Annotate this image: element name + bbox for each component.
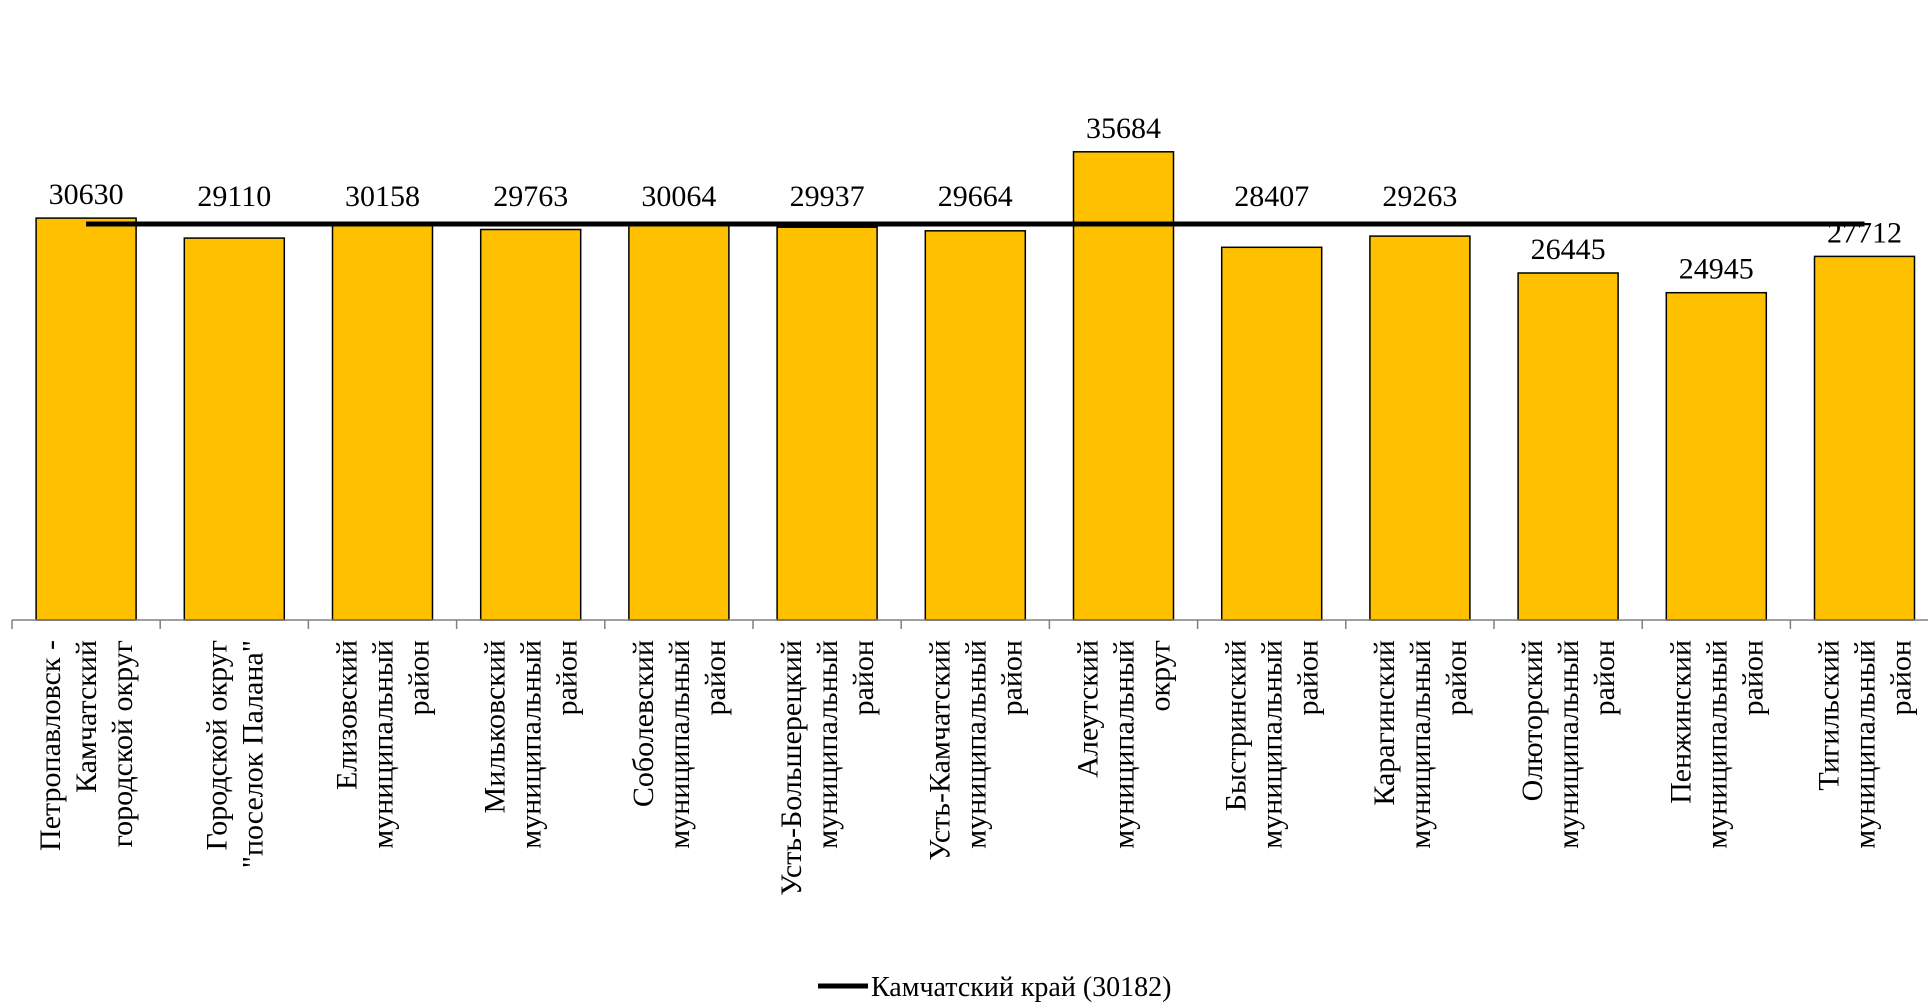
category-label-line: Камчатский xyxy=(70,640,103,793)
bar-4 xyxy=(628,224,730,621)
data-labels: 30630 29110 30158 29763 30064 29937 29664 35684… xyxy=(49,112,1902,286)
bar-12 xyxy=(1813,255,1916,621)
data-label-2: 30158 xyxy=(345,180,420,213)
category-label-0: Петропавловск - Камчатский городской округ xyxy=(34,640,139,851)
category-label-7: Алеутский муниципальный округ xyxy=(1072,640,1177,849)
bar-11 xyxy=(1665,291,1768,621)
data-label-10: 26445 xyxy=(1531,233,1606,266)
category-axis xyxy=(11,619,1928,629)
category-label-line: Соболевский xyxy=(627,640,660,807)
bar-10 xyxy=(1517,272,1619,621)
category-label-line: Быстринский xyxy=(1220,640,1253,811)
category-labels: Петропавловск - Камчатский городской округ… xyxy=(34,640,1917,896)
bar-5 xyxy=(776,226,878,621)
data-label-3: 29763 xyxy=(493,180,568,213)
category-label-line: Елизовский xyxy=(331,640,364,790)
category-label-line: район xyxy=(1736,640,1769,715)
category-label-line: Пенжинский xyxy=(1664,640,1697,804)
bar-7 xyxy=(1072,151,1175,621)
category-label-line: муниципальный xyxy=(1404,640,1437,849)
category-label-line: "поселок Палана" xyxy=(236,640,269,868)
category-label-line: район xyxy=(995,640,1028,715)
data-label-5: 29937 xyxy=(790,180,865,213)
category-label-line: Городской округ xyxy=(200,640,233,851)
category-label-line: муниципальный xyxy=(1849,640,1882,849)
category-label-line: район xyxy=(403,640,436,715)
category-label-line: муниципальный xyxy=(1552,640,1585,849)
category-label-line: район xyxy=(1292,640,1325,715)
bar-6 xyxy=(924,230,1027,621)
legend: Камчатский край (30182) xyxy=(818,972,1171,1003)
bar-1 xyxy=(183,237,286,621)
data-label-0: 30630 xyxy=(49,178,124,211)
bar-3 xyxy=(479,228,582,621)
category-label-line: Алеутский xyxy=(1072,640,1105,778)
category-label-6: Усть-Камчатский муниципальный район xyxy=(923,640,1028,861)
category-label-line: муниципальный xyxy=(367,640,400,849)
category-label-5: Усть-Большерецкий муниципальный район xyxy=(775,640,880,896)
data-label-1: 29110 xyxy=(197,180,271,213)
category-label-line: муниципальный xyxy=(1256,640,1289,849)
category-label-line: муниципальный xyxy=(663,640,696,849)
category-label-9: Карагинский муниципальный район xyxy=(1368,640,1473,849)
data-label-8: 28407 xyxy=(1234,180,1309,213)
category-label-2: Елизовский муниципальный район xyxy=(331,640,436,849)
category-label-line: округ xyxy=(1144,640,1177,711)
bar-9 xyxy=(1369,235,1471,621)
category-label-line: Петропавловск - xyxy=(34,640,67,851)
category-label-line: муниципальный xyxy=(811,640,844,849)
category-label-line: Усть-Камчатский xyxy=(923,640,956,861)
category-label-line: муниципальный xyxy=(1108,640,1141,849)
data-label-9: 29263 xyxy=(1382,180,1457,213)
category-label-line: район xyxy=(1885,640,1918,715)
category-label-line: район xyxy=(1440,640,1473,715)
category-label-1: Городской округ "поселок Палана" xyxy=(200,640,269,868)
category-label-line: Тигильский xyxy=(1813,640,1846,791)
category-label-line: муниципальный xyxy=(959,640,992,849)
category-label-line: муниципальный xyxy=(1700,640,1733,849)
data-label-7: 35684 xyxy=(1086,112,1161,145)
category-label-3: Мильковский муниципальный район xyxy=(479,640,584,849)
category-label-line: район xyxy=(1588,640,1621,715)
data-label-11: 24945 xyxy=(1679,253,1754,286)
bar-0 xyxy=(35,217,137,621)
bars xyxy=(35,151,1916,621)
category-label-line: городской округ xyxy=(106,640,139,847)
legend-label: Камчатский край (30182) xyxy=(871,972,1171,1003)
category-label-line: Олюторский xyxy=(1516,640,1549,801)
category-label-line: район xyxy=(847,640,880,715)
category-label-line: Мильковский xyxy=(479,640,512,813)
category-label-10: Олюторский муниципальный район xyxy=(1516,640,1621,849)
bar-8 xyxy=(1220,246,1323,621)
category-label-line: Усть-Большерецкий xyxy=(775,640,808,896)
category-label-4: Соболевский муниципальный район xyxy=(627,640,732,849)
category-label-line: муниципальный xyxy=(515,640,548,849)
category-label-line: район xyxy=(699,640,732,715)
bar-2 xyxy=(331,223,434,621)
category-label-8: Быстринский муниципальный район xyxy=(1220,640,1325,849)
category-label-11: Пенжинский муниципальный район xyxy=(1664,640,1769,849)
category-label-line: район xyxy=(551,640,584,715)
data-label-12: 27712 xyxy=(1827,216,1902,249)
category-label-line: Карагинский xyxy=(1368,640,1401,806)
data-label-4: 30064 xyxy=(641,180,716,213)
data-label-6: 29664 xyxy=(938,180,1013,213)
category-label-12: Тигильский муниципальный район xyxy=(1813,640,1918,849)
